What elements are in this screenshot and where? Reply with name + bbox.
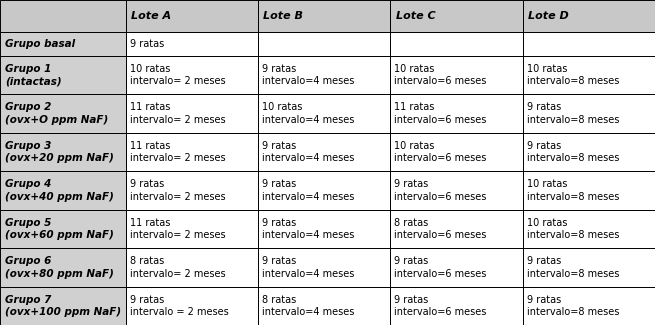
Bar — [0, 171, 126, 210]
Bar — [0, 32, 126, 56]
Bar — [126, 0, 258, 32]
Text: Grupo basal: Grupo basal — [5, 39, 75, 49]
Text: Grupo 7
(ovx+100 ppm NaF): Grupo 7 (ovx+100 ppm NaF) — [5, 294, 121, 317]
Bar — [390, 94, 523, 133]
Text: Grupo 1
(intactas): Grupo 1 (intactas) — [5, 64, 62, 86]
Bar — [126, 94, 258, 133]
Bar — [258, 248, 390, 287]
Text: 8 ratas
intervalo=4 meses: 8 ratas intervalo=4 meses — [262, 294, 354, 317]
Text: 8 ratas
intervalo= 2 meses: 8 ratas intervalo= 2 meses — [130, 256, 225, 279]
Bar — [126, 248, 258, 287]
Bar — [258, 171, 390, 210]
Text: 10 ratas
intervalo=4 meses: 10 ratas intervalo=4 meses — [262, 102, 354, 125]
Bar — [390, 287, 523, 325]
Text: 9 ratas
intervalo = 2 meses: 9 ratas intervalo = 2 meses — [130, 294, 229, 317]
Bar — [258, 32, 390, 56]
Text: 10 ratas
intervalo=6 meses: 10 ratas intervalo=6 meses — [394, 64, 487, 86]
Text: 10 ratas
intervalo= 2 meses: 10 ratas intervalo= 2 meses — [130, 64, 225, 86]
Bar — [258, 210, 390, 248]
Bar — [126, 210, 258, 248]
Bar — [523, 0, 655, 32]
Text: 11 ratas
intervalo= 2 meses: 11 ratas intervalo= 2 meses — [130, 218, 225, 240]
Text: Grupo 4
(ovx+40 ppm NaF): Grupo 4 (ovx+40 ppm NaF) — [5, 179, 114, 202]
Text: 9 ratas
intervalo=4 meses: 9 ratas intervalo=4 meses — [262, 218, 354, 240]
Text: 9 ratas
intervalo=4 meses: 9 ratas intervalo=4 meses — [262, 141, 354, 163]
Text: 9 ratas
intervalo=4 meses: 9 ratas intervalo=4 meses — [262, 179, 354, 202]
Bar — [523, 287, 655, 325]
Bar — [523, 133, 655, 171]
Text: 9 ratas
intervalo=6 meses: 9 ratas intervalo=6 meses — [394, 256, 487, 279]
Bar — [523, 171, 655, 210]
Bar — [258, 56, 390, 94]
Text: 11 ratas
intervalo= 2 meses: 11 ratas intervalo= 2 meses — [130, 102, 225, 125]
Bar — [258, 0, 390, 32]
Bar — [0, 287, 126, 325]
Text: 9 ratas: 9 ratas — [130, 39, 164, 49]
Bar — [523, 56, 655, 94]
Text: Lote D: Lote D — [528, 11, 569, 21]
Text: 9 ratas
intervalo=8 meses: 9 ratas intervalo=8 meses — [527, 141, 619, 163]
Bar — [523, 32, 655, 56]
Text: Grupo 6
(ovx+80 ppm NaF): Grupo 6 (ovx+80 ppm NaF) — [5, 256, 114, 279]
Text: Lote C: Lote C — [396, 11, 435, 21]
Text: 9 ratas
intervalo=4 meses: 9 ratas intervalo=4 meses — [262, 256, 354, 279]
Text: 9 ratas
intervalo=4 meses: 9 ratas intervalo=4 meses — [262, 64, 354, 86]
Bar — [0, 133, 126, 171]
Text: 9 ratas
intervalo=8 meses: 9 ratas intervalo=8 meses — [527, 102, 619, 125]
Text: 9 ratas
intervalo= 2 meses: 9 ratas intervalo= 2 meses — [130, 179, 225, 202]
Text: 9 ratas
intervalo=8 meses: 9 ratas intervalo=8 meses — [527, 256, 619, 279]
Text: 11 ratas
intervalo=6 meses: 11 ratas intervalo=6 meses — [394, 102, 487, 125]
Bar — [0, 0, 126, 32]
Bar — [390, 56, 523, 94]
Bar — [523, 94, 655, 133]
Text: 10 ratas
intervalo=8 meses: 10 ratas intervalo=8 meses — [527, 218, 619, 240]
Text: Grupo 5
(ovx+60 ppm NaF): Grupo 5 (ovx+60 ppm NaF) — [5, 218, 114, 240]
Text: 11 ratas
intervalo= 2 meses: 11 ratas intervalo= 2 meses — [130, 141, 225, 163]
Bar — [258, 133, 390, 171]
Bar — [0, 94, 126, 133]
Text: 10 ratas
intervalo=8 meses: 10 ratas intervalo=8 meses — [527, 179, 619, 202]
Bar — [390, 171, 523, 210]
Text: 10 ratas
intervalo=8 meses: 10 ratas intervalo=8 meses — [527, 64, 619, 86]
Text: 9 ratas
intervalo=8 meses: 9 ratas intervalo=8 meses — [527, 294, 619, 317]
Bar — [0, 210, 126, 248]
Bar — [390, 32, 523, 56]
Text: 8 ratas
intervalo=6 meses: 8 ratas intervalo=6 meses — [394, 218, 487, 240]
Text: Lote A: Lote A — [131, 11, 171, 21]
Bar — [523, 210, 655, 248]
Bar — [126, 32, 258, 56]
Bar — [126, 56, 258, 94]
Bar — [390, 248, 523, 287]
Bar — [258, 94, 390, 133]
Bar — [523, 248, 655, 287]
Bar — [390, 210, 523, 248]
Bar — [0, 248, 126, 287]
Bar — [0, 56, 126, 94]
Text: 10 ratas
intervalo=6 meses: 10 ratas intervalo=6 meses — [394, 141, 487, 163]
Bar — [390, 0, 523, 32]
Text: 9 ratas
intervalo=6 meses: 9 ratas intervalo=6 meses — [394, 294, 487, 317]
Bar — [258, 287, 390, 325]
Bar — [126, 287, 258, 325]
Text: 9 ratas
intervalo=6 meses: 9 ratas intervalo=6 meses — [394, 179, 487, 202]
Bar — [126, 133, 258, 171]
Text: Grupo 2
(ovx+O ppm NaF): Grupo 2 (ovx+O ppm NaF) — [5, 102, 109, 125]
Text: Lote B: Lote B — [263, 11, 303, 21]
Bar — [390, 133, 523, 171]
Text: Grupo 3
(ovx+20 ppm NaF): Grupo 3 (ovx+20 ppm NaF) — [5, 141, 114, 163]
Bar — [126, 171, 258, 210]
